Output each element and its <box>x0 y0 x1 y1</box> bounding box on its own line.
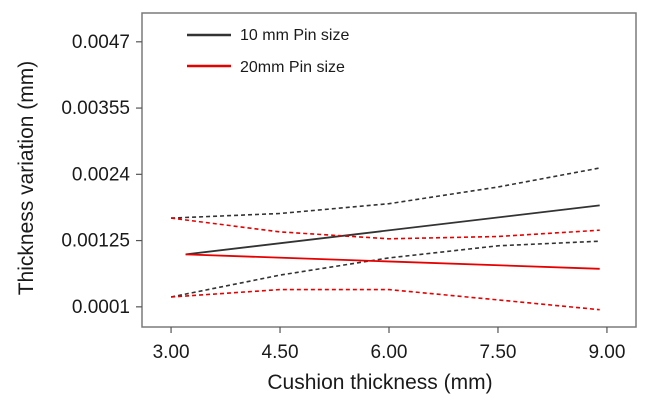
plot-area-frame <box>141 12 637 328</box>
y-axis: 0.0001 0.00125 0.0024 0.00355 0.0047 <box>61 32 142 318</box>
series-layer <box>170 167 600 311</box>
legend-label-20mm: 20mm Pin size <box>240 59 345 76</box>
x-axis: 3.00 4.50 6.00 7.50 9.00 <box>153 327 625 363</box>
y-tick-label: 0.0047 <box>72 32 130 53</box>
legend-label-10mm: 10 mm Pin size <box>240 27 349 44</box>
y-tick-label: 0.00355 <box>61 98 130 119</box>
x-tick-label: 6.00 <box>371 342 408 363</box>
y-tick-label: 0.00125 <box>61 231 130 252</box>
series-20mm-ci-lower-band <box>171 288 600 311</box>
y-tick-label: 0.0001 <box>72 297 130 318</box>
x-tick-label: 3.00 <box>153 342 190 363</box>
x-tick-label: 4.50 <box>262 342 299 363</box>
series-10mm-ci-upper-band <box>171 167 600 219</box>
legend: 10 mm Pin size 20mm Pin size <box>187 27 349 76</box>
x-tick-label: 7.50 <box>479 342 516 363</box>
y-tick-label: 0.0024 <box>72 164 131 185</box>
x-axis-title: Cushion thickness (mm) <box>267 371 492 394</box>
series-10mm-fit-line <box>185 204 600 256</box>
y-axis-title: Thickness variation (mm) <box>15 61 38 296</box>
series-20mm-ci-upper-band <box>170 217 600 240</box>
series-10mm-ci-lower-band <box>170 240 600 298</box>
x-tick-label: 9.00 <box>588 342 625 363</box>
series-20mm-fit-line <box>185 253 600 270</box>
